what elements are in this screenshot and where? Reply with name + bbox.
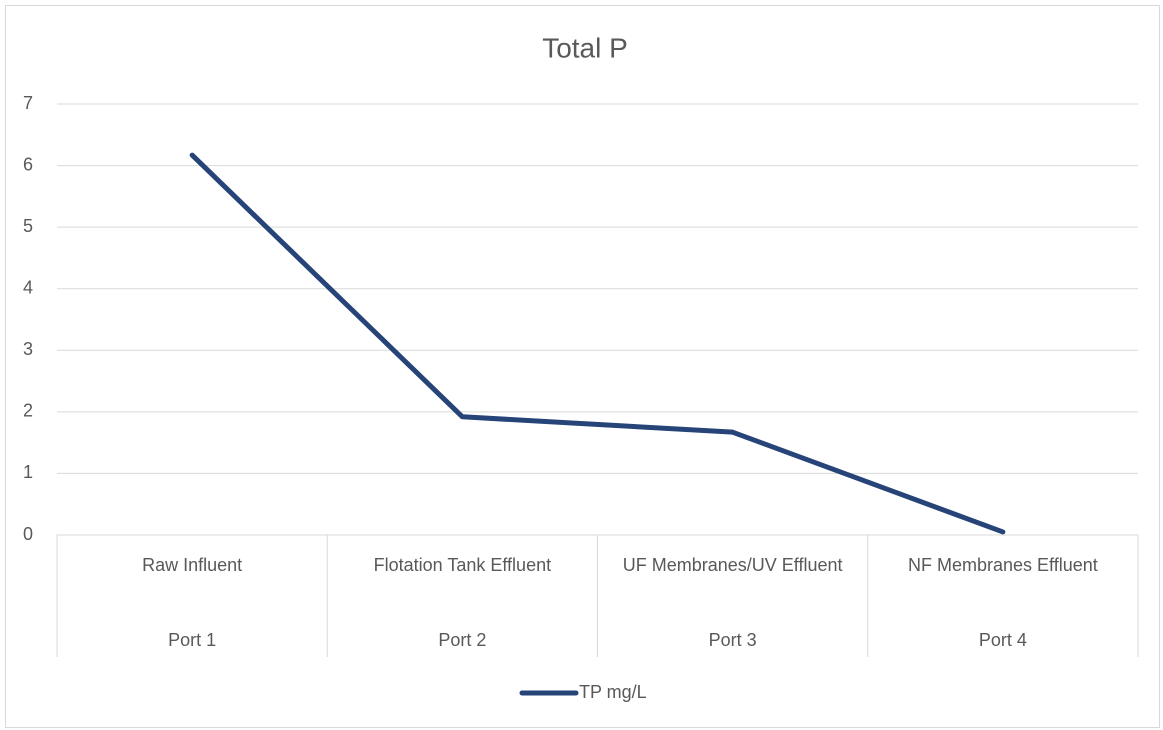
x-tick-label: UF Membranes/UV Effluent: [622, 555, 843, 575]
chart-area: [5, 5, 1160, 728]
y-tick-label: 6: [23, 154, 33, 174]
y-tick-label: 1: [23, 462, 33, 482]
x-tick-label: Flotation Tank Effluent: [373, 555, 552, 575]
y-tick-label: 5: [23, 216, 33, 236]
category-box: UF Membranes/UV Effluent: [622, 555, 843, 575]
y-tick-label: 4: [23, 277, 33, 297]
x-group-label: Port 3: [709, 630, 757, 650]
x-tick-label: Raw Influent: [142, 555, 243, 575]
chart-title: Total P: [542, 32, 628, 63]
x-group-label: Port 2: [438, 630, 486, 650]
x-group-label: Port 1: [168, 630, 216, 650]
y-tick-label: 3: [23, 339, 33, 359]
y-tick-label: 7: [23, 93, 33, 113]
y-tick-label: 2: [23, 401, 33, 421]
y-tick-label: 0: [23, 524, 33, 544]
x-group-label: Port 4: [979, 630, 1027, 650]
x-tick-label: NF Membranes Effluent: [908, 555, 1098, 575]
category-box: NF Membranes Effluent: [908, 555, 1098, 575]
category-box: Flotation Tank Effluent: [373, 555, 552, 575]
line-series: [189, 152, 1006, 535]
legend-label: TP mg/L: [579, 682, 647, 702]
category-box: Raw Influent: [142, 555, 243, 575]
